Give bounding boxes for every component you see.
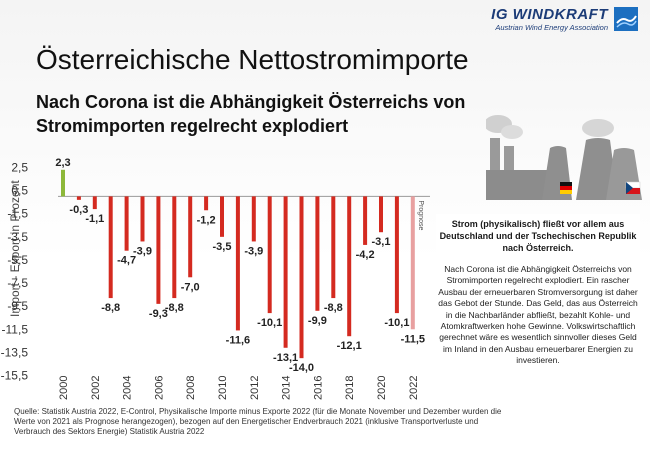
czech-flag-icon xyxy=(625,181,641,194)
power-plants-icon xyxy=(486,115,642,200)
x-tick-label-2010: 2010 xyxy=(217,376,229,400)
bar-2005 xyxy=(140,196,145,242)
bar-2017 xyxy=(331,196,336,299)
bar-2019 xyxy=(363,196,368,245)
bar-2020 xyxy=(379,196,383,233)
value-label-2005: -3,9 xyxy=(133,245,152,257)
x-tick-label-2004: 2004 xyxy=(122,376,134,400)
info-box-highlight: Strom (physikalisch) fließt vor allem au… xyxy=(439,219,637,253)
bar-2003 xyxy=(108,196,113,299)
value-label-2020: -3,1 xyxy=(372,236,391,248)
value-label-2009: -1,2 xyxy=(197,214,216,226)
germany-flag-icon xyxy=(560,182,572,194)
bar-2006 xyxy=(156,196,161,304)
bar-2007 xyxy=(172,196,177,299)
y-tick-label: -13,5 xyxy=(1,345,29,359)
bar-2011 xyxy=(235,196,240,331)
bar-2010 xyxy=(220,196,224,237)
bar-2004 xyxy=(124,196,129,251)
value-label-2022: -11,5 xyxy=(401,333,425,345)
x-tick-label-2006: 2006 xyxy=(153,376,165,400)
x-tick-label-2018: 2018 xyxy=(344,376,356,400)
y-tick-label: -9,5 xyxy=(7,299,28,313)
bar-2015 xyxy=(299,196,304,359)
value-label-2021: -10,1 xyxy=(384,317,409,329)
bar-2012 xyxy=(251,196,256,242)
bar-2018 xyxy=(347,196,352,337)
x-tick-label-2016: 2016 xyxy=(312,376,324,400)
logo-name: IG WINDKRAFT xyxy=(491,6,608,23)
x-tick-label-2002: 2002 xyxy=(90,376,102,400)
bar-2000 xyxy=(61,169,65,197)
value-label-2015: -14,0 xyxy=(289,362,314,374)
x-tick-label-2014: 2014 xyxy=(281,376,293,400)
bar-2001 xyxy=(76,196,81,200)
value-label-2017: -8,8 xyxy=(324,302,343,314)
x-tick-label-2008: 2008 xyxy=(185,376,197,400)
value-label-2010: -3,5 xyxy=(213,241,232,253)
value-label-2018: -12,1 xyxy=(337,340,362,352)
bar-2022 xyxy=(410,196,415,330)
bar-2008 xyxy=(188,196,193,278)
value-label-2008: -7,0 xyxy=(181,281,200,293)
value-label-2016: -9,9 xyxy=(308,315,327,327)
bar-2016 xyxy=(315,196,320,311)
y-tick-label: -7,5 xyxy=(7,276,28,290)
bar-2021 xyxy=(394,196,399,314)
logo-tagline: Austrian Wind Energy Association xyxy=(495,23,608,32)
value-label-2000: 2,3 xyxy=(55,157,70,169)
value-label-2002: -1,1 xyxy=(85,213,104,225)
info-box-body: Nach Corona ist die Abhängigkeit Österre… xyxy=(438,264,638,366)
value-label-2001: -0,3 xyxy=(69,204,88,216)
y-tick-label: 2,5 xyxy=(11,161,28,175)
value-label-2011: -11,6 xyxy=(226,334,250,346)
bar-2002 xyxy=(92,196,97,210)
value-label-2013: -10,1 xyxy=(257,317,282,329)
x-tick-label-2000: 2000 xyxy=(58,376,70,400)
value-label-2007: -8,8 xyxy=(165,302,184,314)
value-label-2014: -13,1 xyxy=(273,352,298,364)
value-label-2003: -8,8 xyxy=(101,302,120,314)
value-label-2019: -4,2 xyxy=(356,249,375,261)
forecast-label: Prognose xyxy=(417,200,424,230)
y-tick-label: -3,5 xyxy=(7,230,28,244)
x-tick-label-2020: 2020 xyxy=(376,376,388,400)
x-tick-label-2012: 2012 xyxy=(249,376,261,400)
x-tick-label-2022: 2022 xyxy=(408,376,420,400)
page-subtitle: Nach Corona ist die Abhängigkeit Österre… xyxy=(36,92,466,136)
bar-chart: 2,5 0,5 -1,5 -3,5 -5,5 -7,5 -9,5 -11,5 -13,5 -15,… xyxy=(1,157,430,400)
y-tick-label: -11,5 xyxy=(2,322,29,336)
brand-logo: IG WINDKRAFT Austrian Wind Energy Associ… xyxy=(430,6,640,34)
y-tick-label: -5,5 xyxy=(7,253,28,267)
value-label-2006: -9,3 xyxy=(149,308,168,320)
bar-2013 xyxy=(267,196,272,314)
y-tick-label: -1,5 xyxy=(7,207,28,221)
bar-2009 xyxy=(204,196,209,211)
bar-2014 xyxy=(283,196,288,348)
page-title: Österreichische Nettostromimporte xyxy=(36,44,469,75)
info-box: Strom (physikalisch) fließt vor allem au… xyxy=(436,214,640,402)
wind-logo-icon xyxy=(614,7,638,31)
value-label-2012: -3,9 xyxy=(244,245,263,257)
y-tick-label: -15,5 xyxy=(1,369,29,383)
source-note: Quelle: Statistik Austria 2022, E-Contro… xyxy=(14,407,502,436)
y-tick-label: 0,5 xyxy=(11,184,28,198)
value-label-2004: -4,7 xyxy=(117,255,136,267)
